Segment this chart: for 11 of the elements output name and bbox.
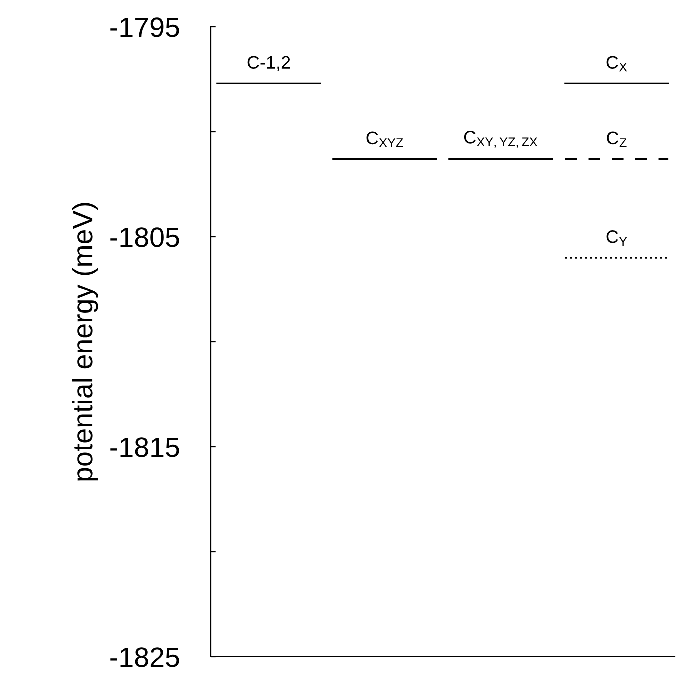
series-label: C$_{X}$ [606, 56, 628, 72]
series-label: C$_{Y}$ [606, 230, 628, 246]
y-tick-label: -1805 [110, 228, 180, 248]
series-label: C$_{XY,YZ,ZX}$ [464, 131, 538, 148]
y-tick-label: -1815 [110, 438, 180, 458]
series-label: C$_{Z}$ [607, 132, 627, 148]
y-axis-title: potential energy (meV) [72, 203, 98, 481]
y-tick-label: -1825 [110, 648, 180, 668]
series-label: C-1,2 [248, 56, 290, 72]
series-label: C$_{XYZ}$ [366, 132, 404, 148]
y-tick-label: -1795 [110, 18, 180, 38]
